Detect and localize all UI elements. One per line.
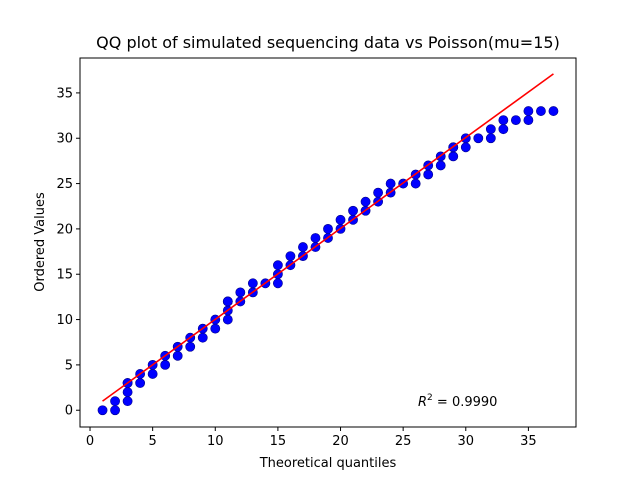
data-point xyxy=(385,178,396,189)
x-tick-label: 20 xyxy=(332,434,349,449)
fit-line xyxy=(102,73,554,402)
data-point xyxy=(160,359,171,370)
data-point xyxy=(235,287,246,298)
x-tick-label: 35 xyxy=(520,434,537,449)
data-point xyxy=(323,224,333,234)
y-tick-label: 25 xyxy=(56,177,73,192)
data-point xyxy=(272,260,283,271)
y-tick-label: 30 xyxy=(56,132,73,147)
data-point xyxy=(510,115,521,126)
fit-line-group xyxy=(102,73,554,402)
data-point xyxy=(135,378,146,388)
data-point xyxy=(222,296,233,307)
chart-title: QQ plot of simulated sequencing data vs … xyxy=(96,33,560,52)
data-point xyxy=(410,178,421,189)
data-point xyxy=(485,133,496,144)
data-point xyxy=(97,405,108,416)
data-point xyxy=(523,106,534,116)
y-tick-label: 35 xyxy=(56,86,73,101)
x-tick-label: 10 xyxy=(207,434,224,449)
data-point xyxy=(285,251,296,261)
data-point xyxy=(498,124,509,135)
y-axis-ticks: 0 5 10 15 20 25 30 35 xyxy=(56,86,80,419)
data-point xyxy=(272,278,283,289)
x-tick-label: 30 xyxy=(458,434,475,449)
x-tick-label: 15 xyxy=(270,434,287,449)
data-point xyxy=(460,142,471,153)
data-point xyxy=(222,314,233,325)
y-tick-label: 5 xyxy=(65,358,73,373)
data-point xyxy=(373,187,384,198)
data-point xyxy=(473,133,484,144)
plot-frame xyxy=(79,57,577,428)
data-point xyxy=(485,124,496,135)
data-point xyxy=(536,106,546,116)
r-squared-annotation: R2 = 0.9990 xyxy=(418,393,497,410)
data-point xyxy=(348,205,358,216)
x-tick-label: 25 xyxy=(395,434,412,449)
data-point xyxy=(335,214,346,225)
data-point xyxy=(110,405,120,416)
y-tick-label: 15 xyxy=(56,268,73,283)
data-point xyxy=(197,332,208,343)
data-point xyxy=(310,233,321,243)
data-point xyxy=(247,278,258,289)
x-axis-label: Theoretical quantiles xyxy=(259,456,397,471)
data-point xyxy=(110,396,120,407)
y-tick-label: 0 xyxy=(65,404,73,419)
data-point xyxy=(423,169,434,180)
y-tick-label: 20 xyxy=(56,222,73,237)
data-point xyxy=(147,369,158,379)
y-axis-label: Ordered Values xyxy=(33,192,48,292)
data-point xyxy=(498,115,509,126)
x-tick-label: 0 xyxy=(86,434,94,449)
data-point xyxy=(185,341,196,352)
data-point xyxy=(172,350,183,361)
r-squared-base: R xyxy=(418,395,427,410)
x-tick-label: 5 xyxy=(149,434,157,449)
x-axis-ticks: 0 5 10 15 20 25 30 35 xyxy=(86,427,537,449)
r-squared-sup: 2 xyxy=(427,393,433,403)
data-point xyxy=(122,387,133,397)
y-tick-label: 10 xyxy=(56,313,73,328)
data-point xyxy=(210,323,221,334)
data-point xyxy=(448,151,459,162)
data-point xyxy=(523,115,534,126)
data-point xyxy=(548,106,559,116)
data-point xyxy=(435,160,446,171)
data-points xyxy=(97,106,559,416)
data-point xyxy=(298,242,308,252)
data-point xyxy=(360,196,371,207)
data-point xyxy=(122,396,133,407)
r-squared-value: = 0.9990 xyxy=(433,395,498,410)
